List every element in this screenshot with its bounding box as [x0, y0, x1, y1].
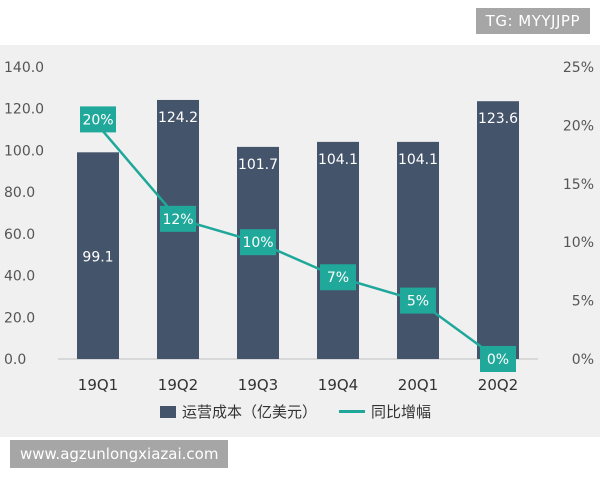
right-axis-tick-label: 0%	[572, 352, 594, 368]
line-point-label: 10%	[242, 235, 273, 251]
category-label: 19Q3	[238, 376, 278, 394]
left-axis-tick-label: 140.0	[4, 60, 44, 76]
bar-value-label: 104.1	[398, 152, 438, 168]
right-axis-tick-label: 5%	[572, 294, 594, 310]
left-axis-tick-label: 40.0	[4, 269, 35, 285]
line-point-label: 0%	[487, 352, 509, 368]
category-label: 20Q2	[478, 376, 518, 394]
bar-value-label: 123.6	[478, 111, 518, 127]
line-point-label: 12%	[162, 212, 193, 228]
left-axis-tick-label: 100.0	[4, 143, 44, 159]
combo-chart: 0.0 20.0 40.0 60.0 80.0 100.0 120.0 140.0 0% 5% 10…	[4, 60, 594, 394]
legend-swatch-bar	[160, 405, 176, 418]
bar-19Q1	[77, 152, 119, 359]
right-axis-tick-label: 15%	[563, 177, 594, 193]
right-axis-tick-label: 10%	[563, 235, 594, 251]
bar-value-label: 104.1	[318, 152, 358, 168]
right-axis-tick-label: 25%	[563, 60, 594, 76]
line-point-marker	[240, 229, 276, 256]
bar-value-label: 101.7	[238, 157, 278, 173]
category-label: 19Q2	[158, 376, 198, 394]
left-axis-tick-label: 60.0	[4, 227, 35, 243]
left-axis-tick-label: 80.0	[4, 185, 35, 201]
legend-label-line: 同比增幅	[371, 403, 432, 421]
legend-item-bar: 运营成本（亿美元）	[160, 401, 317, 422]
legend-item-line: 同比增幅	[339, 401, 431, 422]
legend-label-bar: 运营成本（亿美元）	[182, 403, 318, 421]
line-point-label: 5%	[407, 294, 429, 310]
right-axis-tick-label: 20%	[563, 118, 594, 134]
left-axis-tick-label: 0.0	[4, 352, 26, 368]
chart-area: 0.0 20.0 40.0 60.0 80.0 100.0 120.0 140.0 0% 5% 10…	[0, 45, 600, 437]
line-point-marker	[160, 205, 196, 232]
bar-20Q1	[397, 141, 439, 359]
legend-swatch-line	[339, 410, 366, 413]
left-axis-tick-label: 120.0	[4, 102, 44, 118]
line-point-label: 20%	[82, 112, 113, 128]
line-point-marker	[480, 346, 516, 372]
category-label: 19Q4	[318, 376, 358, 394]
line-point-marker	[400, 287, 436, 314]
bar-value-label: 124.2	[158, 110, 198, 126]
url-watermark-badge: www.agzunlongxiazai.com	[10, 440, 229, 468]
line-point-label: 7%	[327, 270, 349, 286]
category-label: 19Q1	[78, 376, 118, 394]
line-point-marker	[80, 106, 116, 133]
bar-19Q4	[317, 141, 359, 359]
bar-20Q2	[477, 101, 519, 359]
chart-legend: 运营成本（亿美元） 同比增幅	[160, 401, 431, 422]
left-axis-tick-label: 20.0	[4, 310, 35, 326]
bar-value-label: 99.1	[82, 250, 113, 266]
tg-watermark-badge: TG: MYYJJPP	[475, 8, 590, 34]
line-point-marker	[320, 264, 356, 291]
category-label: 20Q1	[398, 376, 438, 394]
